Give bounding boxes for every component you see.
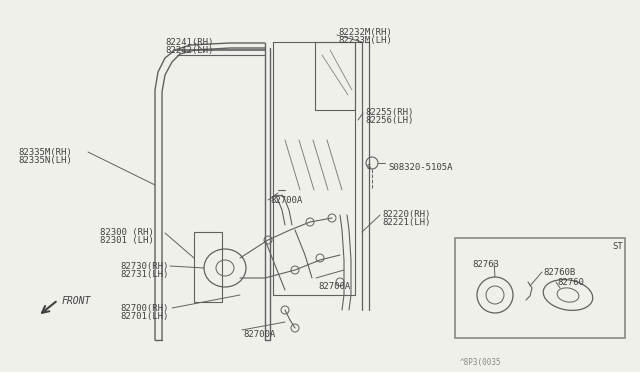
Text: 82730(RH): 82730(RH) <box>120 262 168 271</box>
Text: 82700A: 82700A <box>243 330 275 339</box>
Text: 82256(LH): 82256(LH) <box>365 116 413 125</box>
Text: 82731(LH): 82731(LH) <box>120 270 168 279</box>
Text: 82242(LH): 82242(LH) <box>165 46 213 55</box>
Bar <box>455 238 625 338</box>
Text: 82700A: 82700A <box>270 196 302 205</box>
Text: 82233M(LH): 82233M(LH) <box>338 36 392 45</box>
Text: 82241(RH): 82241(RH) <box>165 38 213 47</box>
Text: 82255(RH): 82255(RH) <box>365 108 413 117</box>
Text: ST: ST <box>612 242 623 251</box>
Text: 82701(LH): 82701(LH) <box>120 312 168 321</box>
Text: S08320-5105A: S08320-5105A <box>388 163 452 172</box>
Text: 82700(RH): 82700(RH) <box>120 304 168 313</box>
Text: FRONT: FRONT <box>62 296 92 306</box>
Text: 82700A: 82700A <box>318 282 350 291</box>
Text: 82301 (LH): 82301 (LH) <box>100 236 154 245</box>
Text: 82760B: 82760B <box>543 268 575 277</box>
Text: 82335M(RH): 82335M(RH) <box>18 148 72 157</box>
Text: 82221(LH): 82221(LH) <box>382 218 430 227</box>
Text: 82335N(LH): 82335N(LH) <box>18 156 72 165</box>
Text: 82232M(RH): 82232M(RH) <box>338 28 392 37</box>
Text: 82760: 82760 <box>557 278 584 287</box>
Text: ^8P3(0035: ^8P3(0035 <box>460 358 502 367</box>
Bar <box>194 232 222 302</box>
Text: 82220(RH): 82220(RH) <box>382 210 430 219</box>
Text: 82763: 82763 <box>472 260 499 269</box>
Text: 82300 (RH): 82300 (RH) <box>100 228 154 237</box>
Text: S: S <box>367 164 371 170</box>
